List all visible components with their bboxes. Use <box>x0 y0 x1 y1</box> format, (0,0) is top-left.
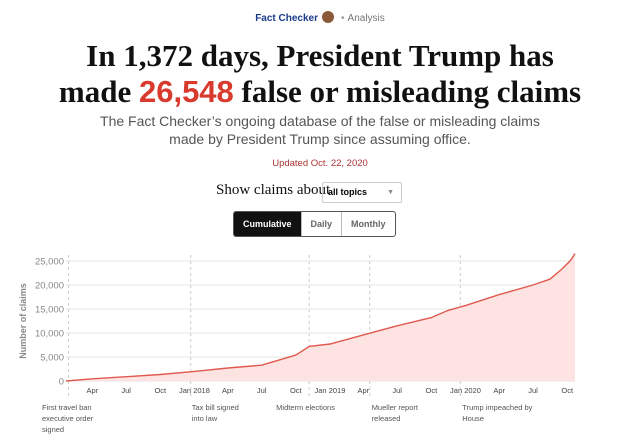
y-tick-label: 15,000 <box>35 305 64 316</box>
x-tick-label: Jan 2019 <box>315 386 346 395</box>
topic-select[interactable]: all topics ▼ <box>322 182 402 203</box>
kicker: Fact Checker • Analysis <box>0 11 640 24</box>
area-fill <box>66 253 575 381</box>
view-tabs: Cumulative Daily Monthly <box>233 211 396 237</box>
y-tick-label: 0 <box>59 377 64 388</box>
headline-line1: In 1,372 days, President Trump has <box>86 38 554 73</box>
subtitle: The Fact Checker’s ongoing database of t… <box>100 113 540 147</box>
filter-label: Show claims about <box>216 182 331 198</box>
x-tick-label: Jul <box>121 386 131 395</box>
y-tick-label: 5,000 <box>40 353 64 364</box>
topic-select-value: all topics <box>328 187 368 197</box>
x-tick-label: Apr <box>87 386 99 395</box>
annotation-label: First travel ban executive order signed <box>42 403 94 434</box>
pinocchio-logo-icon <box>322 11 335 23</box>
tab-monthly[interactable]: Monthly <box>341 212 395 236</box>
x-tick-label: Oct <box>154 386 167 395</box>
x-tick-label: Jul <box>257 386 267 395</box>
x-tick-label: Apr <box>222 386 234 395</box>
tab-daily[interactable]: Daily <box>300 212 342 236</box>
x-tick-label: Jul <box>392 386 402 395</box>
annotation-label: Mueller report released <box>372 403 419 423</box>
fact-checker-link[interactable]: Fact Checker <box>255 13 319 24</box>
y-tick-label: 10,000 <box>35 329 64 340</box>
x-tick-label: Oct <box>425 386 438 395</box>
chevron-down-icon: ▼ <box>387 189 394 196</box>
annotation-label: Tax bill signed into law <box>192 403 239 423</box>
x-tick-label: Apr <box>493 386 505 395</box>
y-axis-label: Number of claims <box>18 283 28 359</box>
claims-line <box>65 253 576 382</box>
x-tick-label: Oct <box>561 386 574 395</box>
x-tick-label: Jan 2018 <box>179 386 210 395</box>
annotation-label: Trump impeached by House <box>462 403 532 423</box>
y-tick-label: 25,000 <box>35 257 64 268</box>
updated-date: Updated Oct. 22, 2020 <box>272 158 368 169</box>
x-tick-label: Jan 2020 <box>450 386 481 395</box>
headline: In 1,372 days, President Trump has made 2… <box>0 38 640 110</box>
headline-suffix: false or misleading claims <box>233 74 582 109</box>
section-label[interactable]: Analysis <box>347 13 385 24</box>
claims-count: 26,548 <box>138 74 234 109</box>
annotation-label: Midterm elections <box>276 403 335 412</box>
headline-prefix: made <box>58 74 139 109</box>
tab-cumulative[interactable]: Cumulative <box>234 212 301 236</box>
x-tick-label: Jul <box>528 386 538 395</box>
x-tick-label: Oct <box>290 386 303 395</box>
separator-dot: • <box>341 13 345 24</box>
y-tick-label: 20,000 <box>35 281 64 292</box>
x-tick-label: Apr <box>358 386 370 395</box>
